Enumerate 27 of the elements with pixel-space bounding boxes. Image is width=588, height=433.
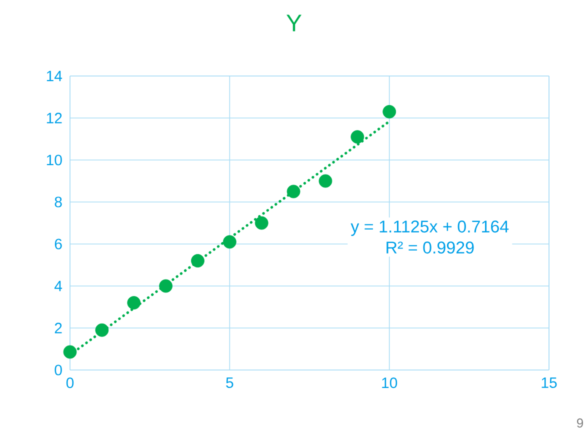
point <box>127 296 141 310</box>
y-tick-label: 6 <box>54 238 62 250</box>
point <box>286 184 300 198</box>
y-tick-label: 14 <box>46 70 62 82</box>
x-tick-label: 15 <box>542 378 557 388</box>
point <box>318 174 332 188</box>
annotation: R² = 0.9929 <box>386 242 474 254</box>
point <box>63 345 77 359</box>
y-tick-label: 2 <box>54 322 62 334</box>
y-tick-label: 4 <box>54 280 62 292</box>
y-tick-label: 0 <box>54 364 62 376</box>
y-tick-label: 10 <box>46 154 62 166</box>
point <box>382 105 396 118</box>
chart-title: Y <box>286 14 302 32</box>
text: 9 <box>577 418 583 428</box>
point <box>95 323 109 337</box>
point <box>254 216 268 230</box>
x-tick-label: 5 <box>226 378 234 388</box>
x-tick-label: 10 <box>382 378 398 388</box>
y-tick-label: 12 <box>46 112 62 124</box>
y-tick-label: 8 <box>54 196 62 208</box>
point <box>159 279 172 293</box>
x-tick-label: 0 <box>66 378 74 388</box>
point <box>191 254 204 268</box>
point <box>222 235 236 249</box>
point <box>350 130 364 144</box>
annotation: y = 1.1125x + 0.7164 <box>350 220 509 236</box>
